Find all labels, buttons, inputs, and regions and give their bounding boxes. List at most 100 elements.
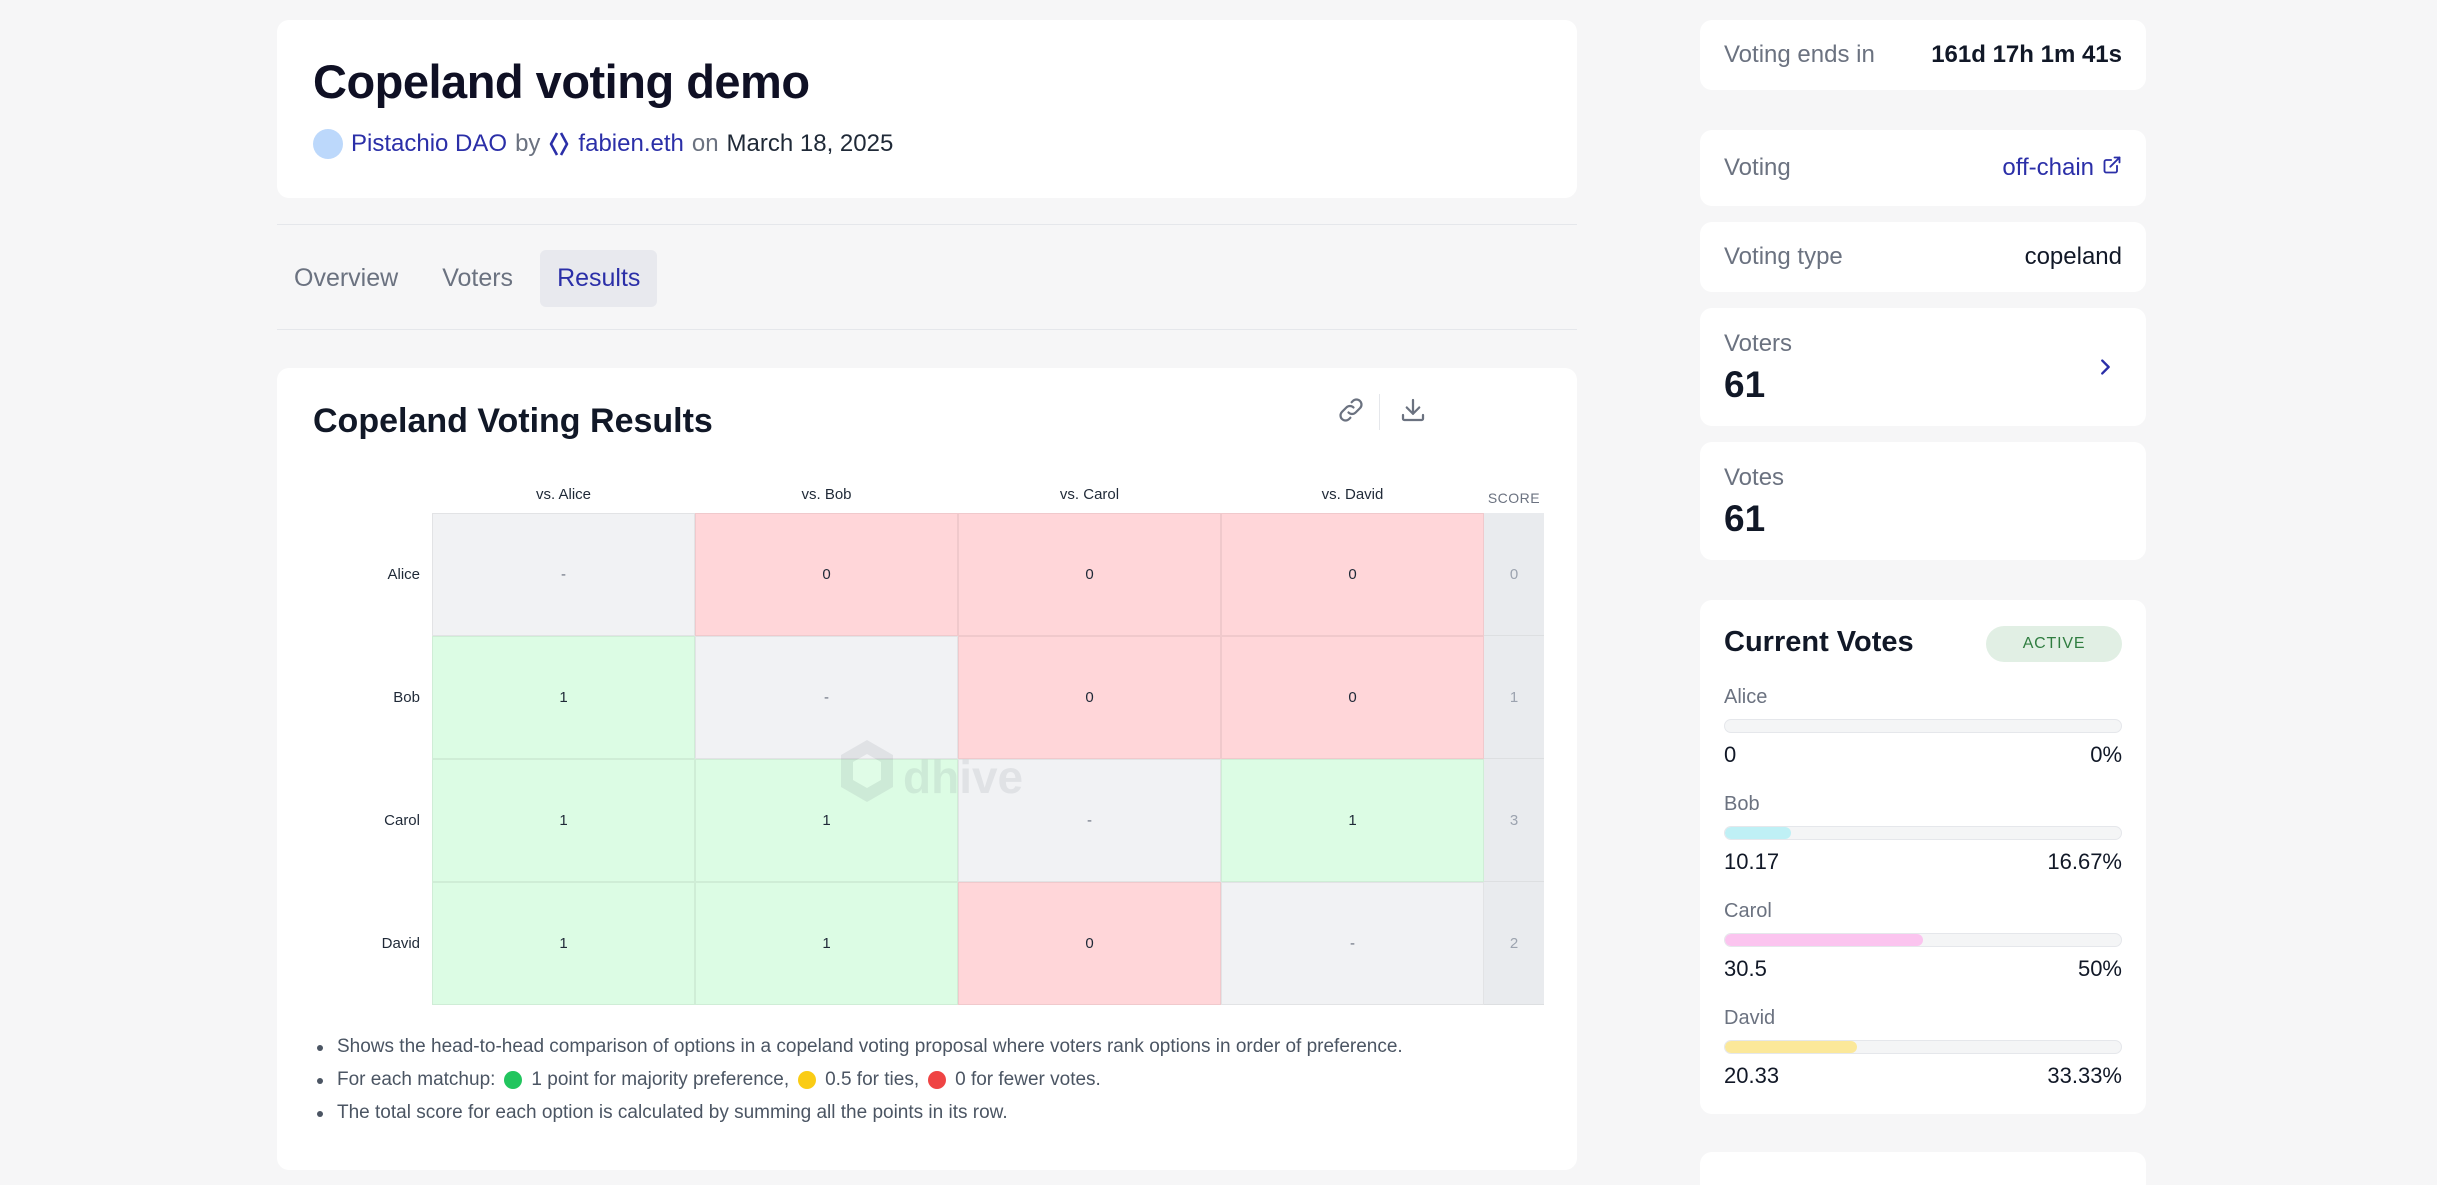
note-text: Shows the head-to-head comparison of opt… <box>337 1036 1403 1057</box>
vote-option: Bob 10.17 16.67% <box>1724 793 2122 875</box>
matrix-cell: - <box>432 513 695 636</box>
results-card: Copeland Voting Results vs. Alice vs. Bob… <box>277 368 1577 1170</box>
voting-type-card: Voting type copeland <box>1700 222 2146 292</box>
status-badge: ACTIVE <box>1986 626 2122 662</box>
matrix-cell: 0 <box>958 513 1221 636</box>
matrix-cell: 1 <box>1221 759 1484 882</box>
option-progress-bar <box>1724 933 2122 947</box>
off-chain-link[interactable]: off-chain <box>2002 154 2122 182</box>
option-name: Carol <box>1724 900 1772 922</box>
score-cell: 0 <box>1484 513 1544 636</box>
by-text: by <box>515 130 541 157</box>
option-votes: 0 <box>1724 742 1737 767</box>
matrix-cell: 0 <box>695 513 958 636</box>
score-cell: 3 <box>1484 759 1544 882</box>
matrix-column-header: vs. Carol <box>1059 486 1120 503</box>
option-progress-bar <box>1724 1040 2122 1054</box>
proposal-title: Copeland voting demo <box>313 55 810 108</box>
author-link[interactable]: fabien.eth <box>578 130 684 157</box>
note-text: The total score for each option is calcu… <box>337 1102 1008 1123</box>
results-notes: Shows the head-to-head comparison of opt… <box>313 1036 1403 1135</box>
voting-ends-countdown: 161d 17h 1m 41s <box>1931 41 2122 68</box>
on-text: on <box>691 130 719 157</box>
matrix-cell: 0 <box>1221 513 1484 636</box>
voting-type-label: Voting type <box>1724 243 1843 270</box>
matrix-cell: 0 <box>958 636 1221 759</box>
matrix-row-header: Carol <box>384 811 420 829</box>
tab-results[interactable]: Results <box>540 250 658 307</box>
note-item: Shows the head-to-head comparison of opt… <box>313 1036 1403 1058</box>
option-name: Alice <box>1724 686 1768 708</box>
voting-ends-card: Voting ends in 161d 17h 1m 41s <box>1700 20 2146 90</box>
matrix-cell: 1 <box>432 759 695 882</box>
voting-type-value: copeland <box>2024 243 2122 270</box>
voters-count: 61 <box>1724 364 1766 405</box>
votes-count: 61 <box>1724 498 1766 539</box>
note-item: For each matchup: 1 point for majority p… <box>313 1069 1403 1091</box>
voters-card[interactable]: Voters 61 <box>1700 308 2146 426</box>
download-button[interactable] <box>1391 390 1435 434</box>
option-progress-bar <box>1724 719 2122 733</box>
loss-dot-icon <box>928 1071 947 1089</box>
copy-link-button[interactable] <box>1329 390 1373 434</box>
option-name: David <box>1724 1007 1776 1029</box>
option-votes: 10.17 <box>1724 849 1780 874</box>
current-votes-title: Current Votes <box>1724 626 1914 658</box>
matrix-row-header: Bob <box>393 688 420 706</box>
matrix-row-header: Alice <box>387 565 420 583</box>
option-votes: 30.5 <box>1724 956 1767 981</box>
voters-label: Voters <box>1724 330 1793 357</box>
proposal-date: March 18, 2025 <box>726 130 894 157</box>
option-percent: 50% <box>2077 956 2122 981</box>
votes-label: Votes <box>1724 464 1785 491</box>
link-icon <box>1336 395 1366 430</box>
matrix-cell: - <box>695 636 958 759</box>
matrix-column-header: vs. Bob <box>801 486 852 503</box>
votes-card: Votes 61 <box>1700 442 2146 560</box>
vote-option: Carol 30.5 50% <box>1724 900 2122 982</box>
win-dot-icon <box>504 1071 523 1089</box>
option-progress-bar <box>1724 826 2122 840</box>
matrix-cell: 1 <box>695 759 958 882</box>
proposal-meta: Pistachio DAO by fabien.eth on March 18,… <box>313 129 1541 159</box>
note-text: 1 point for majority preference, <box>531 1069 790 1090</box>
score-cell: 1 <box>1484 636 1544 759</box>
option-progress-fill <box>1725 934 1923 946</box>
note-item: The total score for each option is calcu… <box>313 1102 1403 1124</box>
current-votes-card: Current Votes ACTIVE Alice 0 0% Bob 10.17 16.… <box>1700 600 2146 1114</box>
option-percent: 33.33% <box>2047 1063 2122 1088</box>
tab-voters[interactable]: Voters <box>442 264 514 292</box>
next-card <box>1700 1152 2146 1185</box>
toolbar-divider <box>1379 394 1380 430</box>
tab-overview[interactable]: Overview <box>294 264 399 292</box>
matrix-cell: 1 <box>432 882 695 1005</box>
vote-option: Alice 0 0% <box>1724 686 2122 768</box>
matrix-column-header: vs. David <box>1321 486 1384 503</box>
dao-link[interactable]: Pistachio DAO <box>351 130 508 157</box>
matrix-cell: 1 <box>432 636 695 759</box>
matrix-column-header: vs. Alice <box>535 486 592 503</box>
voting-mode-value: off-chain <box>2002 154 2094 181</box>
note-text: For each matchup: <box>337 1069 496 1090</box>
note-text: 0.5 for ties, <box>825 1069 920 1090</box>
matrix-cell: - <box>958 759 1221 882</box>
matrix-row-header: David <box>381 934 420 952</box>
chevron-right-icon[interactable] <box>2090 352 2120 382</box>
tie-dot-icon <box>798 1071 817 1089</box>
tab-bar: Overview Voters Results <box>277 224 1577 330</box>
matrix-cell: - <box>1221 882 1484 1005</box>
dao-avatar[interactable] <box>313 129 343 159</box>
option-percent: 0% <box>2090 742 2122 767</box>
vote-option: David 20.33 33.33% <box>1724 1007 2122 1089</box>
matrix-cell: 1 <box>695 882 958 1005</box>
voting-mode-label: Voting <box>1724 154 1791 181</box>
matrix-cell: 0 <box>958 882 1221 1005</box>
proposal-header: Copeland voting demo Pistachio DAO by fa… <box>277 20 1577 198</box>
download-icon <box>1398 395 1428 430</box>
score-column-header: SCORE <box>1487 490 1541 506</box>
ens-icon <box>548 131 570 157</box>
option-progress-fill <box>1725 827 1791 839</box>
external-link-icon <box>2102 154 2122 182</box>
matrix-cell: 0 <box>1221 636 1484 759</box>
option-percent: 16.67% <box>2047 849 2122 874</box>
